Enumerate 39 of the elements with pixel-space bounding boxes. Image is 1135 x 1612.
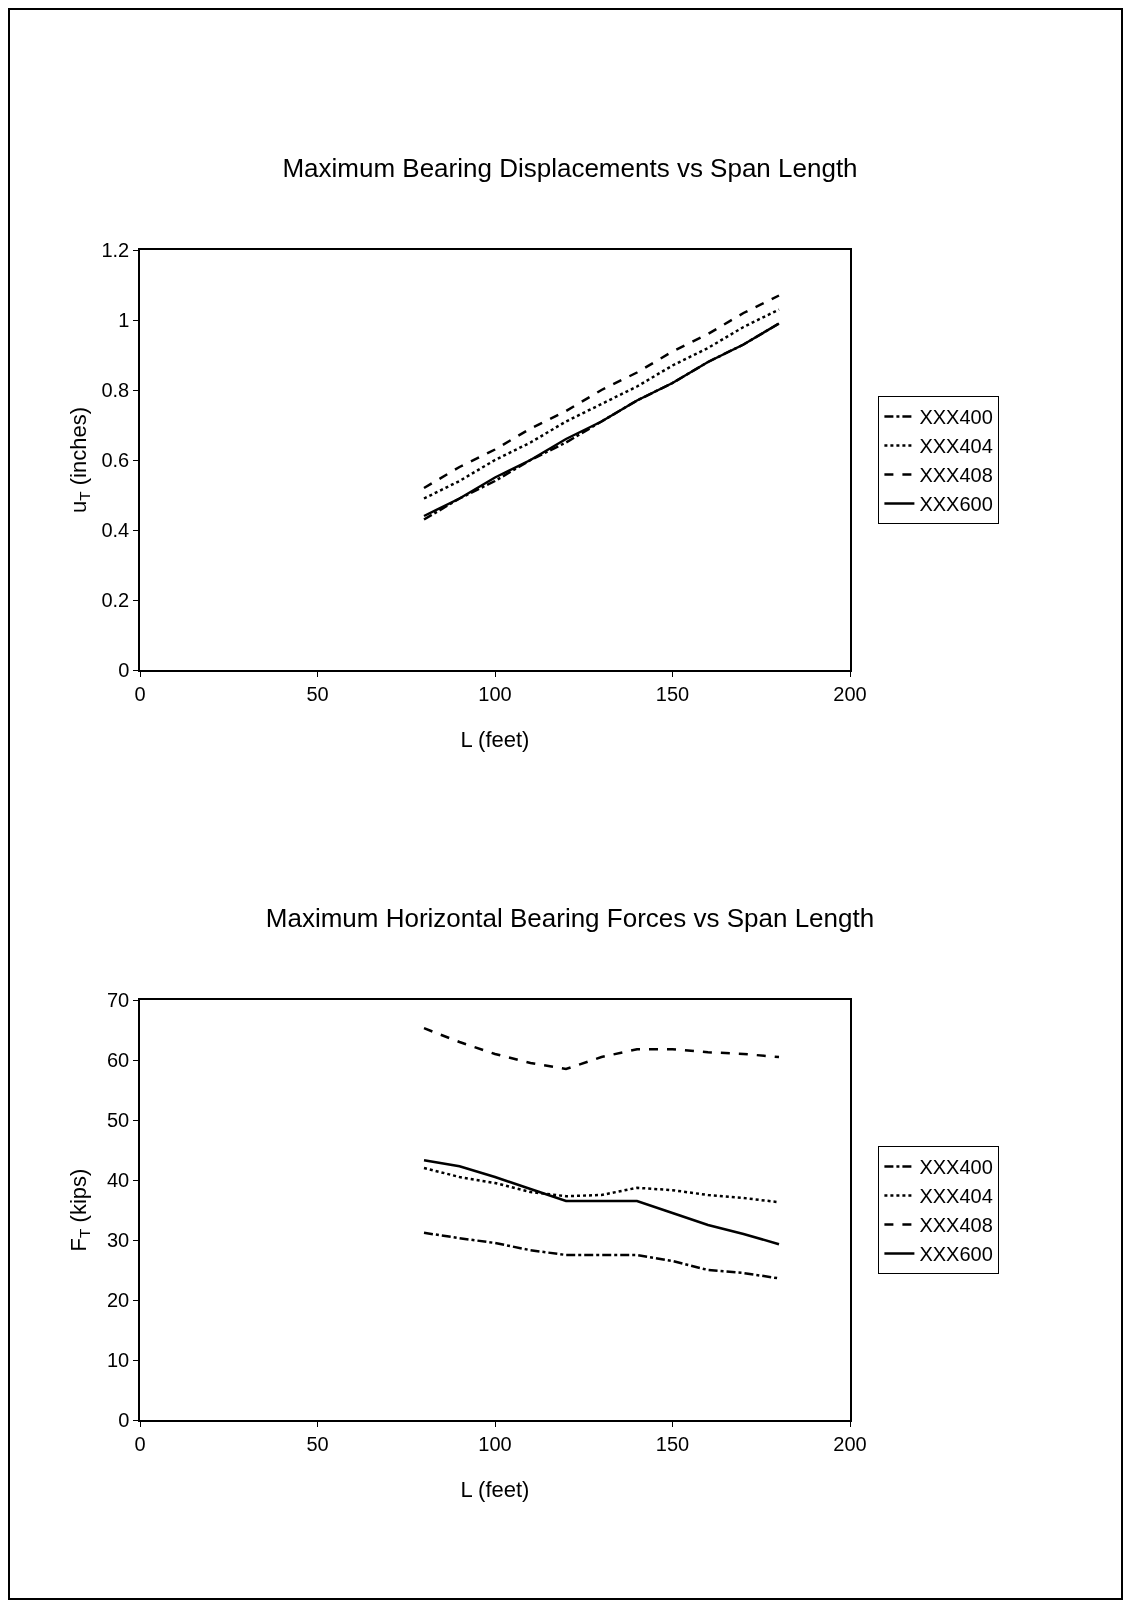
chart-title: Maximum Horizontal Bearing Forces vs Span Length <box>265 903 875 934</box>
y-tick-label: 10 <box>107 1349 130 1371</box>
x-tick-label: 50 <box>306 1432 329 1455</box>
legend-label: XXX408 <box>919 1214 993 1237</box>
y-tick-label: 1 <box>118 309 130 331</box>
line-series <box>422 1026 781 1071</box>
x-tick-label: 150 <box>655 1432 690 1455</box>
legend-label: XXX404 <box>919 435 993 458</box>
legend-label: XXX400 <box>919 1156 993 1179</box>
x-tick-label: 150 <box>655 682 690 705</box>
x-tick-label: 200 <box>833 682 867 705</box>
y-tick-label: 0 <box>118 1409 130 1431</box>
x-tick-label: 200 <box>833 1432 867 1455</box>
y-tick-label: 50 <box>107 1109 130 1131</box>
y-tick-label: 0 <box>118 659 130 681</box>
legend-label: XXX408 <box>919 464 993 487</box>
y-tick-label: 40 <box>107 1169 130 1191</box>
x-axis-title: L (feet) <box>460 726 530 752</box>
y-tick-label: 1.2 <box>101 239 130 261</box>
x-tick-label: 0 <box>134 1432 146 1455</box>
x-tick-label: 50 <box>306 682 329 705</box>
x-tick-label: 100 <box>478 1432 512 1455</box>
legend-label: XXX404 <box>919 1185 993 1208</box>
chart-title: Maximum Bearing Displacements vs Span Length <box>282 153 858 184</box>
legend-label: XXX600 <box>919 1243 993 1266</box>
y-tick-label: 0.2 <box>101 589 130 611</box>
y-tick-label: 0.4 <box>101 519 130 541</box>
x-axis-title: L (feet) <box>460 1476 530 1502</box>
legend-label: XXX600 <box>919 493 993 516</box>
line-series <box>422 1158 781 1246</box>
y-tick-label: 60 <box>107 1049 130 1071</box>
x-tick-label: 0 <box>134 682 146 705</box>
y-tick-label: 70 <box>107 989 130 1011</box>
y-tick-label: 0.8 <box>101 379 130 401</box>
y-tick-label: 0.6 <box>101 449 130 471</box>
y-tick-label: 20 <box>107 1289 130 1311</box>
legend-label: XXX400 <box>919 406 993 429</box>
x-tick-label: 100 <box>478 682 512 705</box>
y-tick-label: 30 <box>107 1229 130 1251</box>
